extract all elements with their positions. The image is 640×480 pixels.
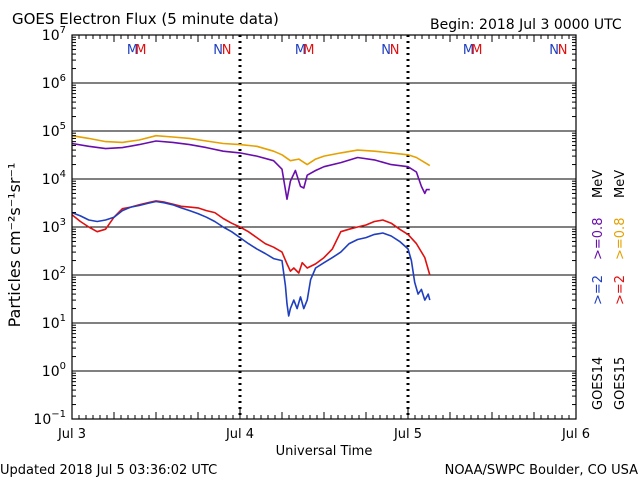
y-tick-label: 102 [42, 265, 66, 284]
y-tick-label: 101 [42, 313, 66, 332]
marker-N: N [558, 43, 568, 58]
series-goes15-2-mev [71, 200, 431, 276]
legend-unit: MeV [613, 170, 628, 198]
legend-entry-08mev: >=0.8 [591, 218, 606, 260]
marker-N: N [390, 43, 400, 58]
legend-goes14: GOES14 >=2 >=0.8 MeV [591, 170, 606, 410]
y-tick-label: 105 [42, 121, 66, 140]
y-tick-label: 104 [42, 169, 66, 188]
series-goes14-0-8-mev [71, 140, 430, 200]
chart-title: GOES Electron Flux (5 minute data) [12, 10, 279, 28]
x-tick-label: Jul 4 [225, 427, 254, 442]
marker-M: M [303, 43, 314, 58]
y-tick-label: 10−1 [33, 409, 66, 428]
marker-M: M [135, 43, 146, 58]
local-midnight-markers: MM NN MM NN MM NN [127, 43, 568, 58]
y-tick-label: 103 [42, 217, 66, 236]
marker-N: N [381, 43, 391, 58]
y-tick-label: 107 [42, 25, 66, 44]
marker-N: N [222, 43, 232, 58]
legend-satellite: GOES15 [613, 357, 628, 410]
axes: 10−1 100 101 102 103 104 105 106 107 Jul 3 Jul 4 Ju… [33, 25, 590, 442]
begin-date: Begin: 2018 Jul 3 0000 UTC [430, 17, 622, 33]
marker-M: M [471, 43, 482, 58]
x-tick-label: Jul 5 [393, 427, 422, 442]
legend-entry-08mev: >=0.8 [613, 218, 628, 260]
y-tick-label: 100 [42, 361, 66, 380]
marker-M: M [463, 43, 474, 58]
marker-M: M [127, 43, 138, 58]
series-goes14-2-mev [71, 200, 431, 317]
marker-N: N [549, 43, 559, 58]
x-tick-label: Jul 6 [561, 427, 590, 442]
legend-entry-2mev: >=2 [613, 275, 628, 305]
plot-frame [71, 34, 577, 420]
legend-goes15: GOES15 >=2 >=0.8 MeV [613, 170, 628, 410]
credit-text: NOAA/SWPC Boulder, CO USA [445, 463, 638, 478]
marker-N: N [213, 43, 223, 58]
y-tick-label: 106 [42, 73, 66, 92]
series-goes15-0-8-mev [71, 134, 431, 167]
series-lines [71, 134, 431, 317]
marker-M: M [295, 43, 306, 58]
x-tick-label: Jul 3 [57, 427, 86, 442]
legend-satellite: GOES14 [591, 357, 606, 410]
grid [72, 35, 576, 419]
legend-unit: MeV [591, 170, 606, 198]
updated-timestamp: Updated 2018 Jul 5 03:36:02 UTC [0, 463, 217, 478]
x-axis-label: Universal Time [276, 444, 373, 459]
legend-entry-2mev: >=2 [591, 275, 606, 305]
legend: GOES14 >=2 >=0.8 MeV GOES15 >=2 >=0.8 MeV [591, 170, 628, 410]
y-axis-label: Particles cm⁻²s⁻¹sr⁻¹ [5, 163, 24, 328]
